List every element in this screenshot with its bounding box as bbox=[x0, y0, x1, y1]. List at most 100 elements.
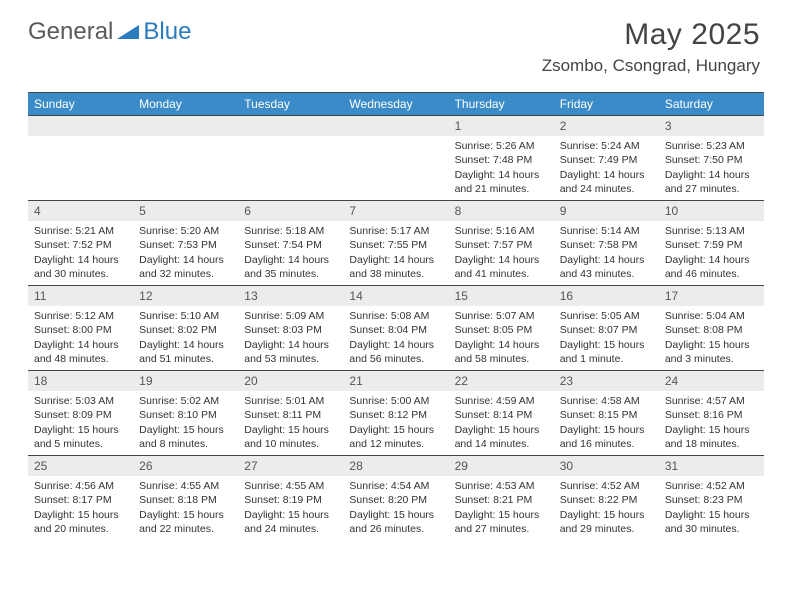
logo-text-1: General bbox=[28, 18, 113, 46]
sunset-line: Sunset: 7:49 PM bbox=[560, 153, 653, 167]
day-body: Sunrise: 5:26 AMSunset: 7:48 PMDaylight:… bbox=[449, 136, 554, 200]
sunset-line: Sunset: 8:23 PM bbox=[665, 493, 758, 507]
sunset-line: Sunset: 7:52 PM bbox=[34, 238, 127, 252]
day-number: 22 bbox=[449, 371, 554, 391]
day-body: Sunrise: 5:00 AMSunset: 8:12 PMDaylight:… bbox=[343, 391, 448, 455]
sunrise-line: Sunrise: 5:04 AM bbox=[665, 309, 758, 323]
sunset-line: Sunset: 8:19 PM bbox=[244, 493, 337, 507]
sunrise-line: Sunrise: 4:52 AM bbox=[665, 479, 758, 493]
daylight-line: Daylight: 14 hours and 51 minutes. bbox=[139, 338, 232, 366]
day-cell: 22Sunrise: 4:59 AMSunset: 8:14 PMDayligh… bbox=[449, 371, 554, 455]
day-number: 13 bbox=[238, 286, 343, 306]
day-cell: 14Sunrise: 5:08 AMSunset: 8:04 PMDayligh… bbox=[343, 286, 448, 370]
sunrise-line: Sunrise: 4:55 AM bbox=[139, 479, 232, 493]
day-cell: 29Sunrise: 4:53 AMSunset: 8:21 PMDayligh… bbox=[449, 456, 554, 540]
daylight-line: Daylight: 15 hours and 20 minutes. bbox=[34, 508, 127, 536]
weekday-header-cell: Thursday bbox=[449, 93, 554, 115]
day-body: Sunrise: 5:10 AMSunset: 8:02 PMDaylight:… bbox=[133, 306, 238, 370]
sunrise-line: Sunrise: 5:23 AM bbox=[665, 139, 758, 153]
sunset-line: Sunset: 8:20 PM bbox=[349, 493, 442, 507]
daylight-line: Daylight: 15 hours and 16 minutes. bbox=[560, 423, 653, 451]
day-cell: 25Sunrise: 4:56 AMSunset: 8:17 PMDayligh… bbox=[28, 456, 133, 540]
sunrise-line: Sunrise: 4:59 AM bbox=[455, 394, 548, 408]
logo: General Blue bbox=[28, 18, 191, 46]
sunrise-line: Sunrise: 4:56 AM bbox=[34, 479, 127, 493]
sunrise-line: Sunrise: 4:58 AM bbox=[560, 394, 653, 408]
day-body: Sunrise: 5:14 AMSunset: 7:58 PMDaylight:… bbox=[554, 221, 659, 285]
sunrise-line: Sunrise: 4:55 AM bbox=[244, 479, 337, 493]
day-cell: 16Sunrise: 5:05 AMSunset: 8:07 PMDayligh… bbox=[554, 286, 659, 370]
daylight-line: Daylight: 14 hours and 53 minutes. bbox=[244, 338, 337, 366]
week-row: 1Sunrise: 5:26 AMSunset: 7:48 PMDaylight… bbox=[28, 115, 764, 200]
sunrise-line: Sunrise: 5:08 AM bbox=[349, 309, 442, 323]
day-number: 11 bbox=[28, 286, 133, 306]
day-number: 9 bbox=[554, 201, 659, 221]
day-body: Sunrise: 4:59 AMSunset: 8:14 PMDaylight:… bbox=[449, 391, 554, 455]
weekday-header-cell: Saturday bbox=[659, 93, 764, 115]
day-cell: 21Sunrise: 5:00 AMSunset: 8:12 PMDayligh… bbox=[343, 371, 448, 455]
header: General Blue May 2025 Zsombo, Csongrad, … bbox=[0, 0, 792, 84]
day-cell: 4Sunrise: 5:21 AMSunset: 7:52 PMDaylight… bbox=[28, 201, 133, 285]
day-cell: 11Sunrise: 5:12 AMSunset: 8:00 PMDayligh… bbox=[28, 286, 133, 370]
day-number: 26 bbox=[133, 456, 238, 476]
logo-text-2: Blue bbox=[143, 18, 191, 46]
day-cell: 3Sunrise: 5:23 AMSunset: 7:50 PMDaylight… bbox=[659, 116, 764, 200]
sunrise-line: Sunrise: 4:57 AM bbox=[665, 394, 758, 408]
day-number: 3 bbox=[659, 116, 764, 136]
weekday-header-cell: Sunday bbox=[28, 93, 133, 115]
day-body: Sunrise: 4:56 AMSunset: 8:17 PMDaylight:… bbox=[28, 476, 133, 540]
day-number: 12 bbox=[133, 286, 238, 306]
day-number: 8 bbox=[449, 201, 554, 221]
sunrise-line: Sunrise: 5:09 AM bbox=[244, 309, 337, 323]
sunrise-line: Sunrise: 5:12 AM bbox=[34, 309, 127, 323]
daylight-line: Daylight: 15 hours and 18 minutes. bbox=[665, 423, 758, 451]
day-number: 21 bbox=[343, 371, 448, 391]
day-cell: 7Sunrise: 5:17 AMSunset: 7:55 PMDaylight… bbox=[343, 201, 448, 285]
daylight-line: Daylight: 15 hours and 24 minutes. bbox=[244, 508, 337, 536]
day-body: Sunrise: 4:55 AMSunset: 8:18 PMDaylight:… bbox=[133, 476, 238, 540]
day-body: Sunrise: 5:12 AMSunset: 8:00 PMDaylight:… bbox=[28, 306, 133, 370]
sunset-line: Sunset: 8:03 PM bbox=[244, 323, 337, 337]
sunrise-line: Sunrise: 5:00 AM bbox=[349, 394, 442, 408]
day-number: 1 bbox=[449, 116, 554, 136]
day-number: 14 bbox=[343, 286, 448, 306]
sunrise-line: Sunrise: 4:54 AM bbox=[349, 479, 442, 493]
sunrise-line: Sunrise: 5:17 AM bbox=[349, 224, 442, 238]
day-cell: 2Sunrise: 5:24 AMSunset: 7:49 PMDaylight… bbox=[554, 116, 659, 200]
week-row: 18Sunrise: 5:03 AMSunset: 8:09 PMDayligh… bbox=[28, 370, 764, 455]
weekday-header-cell: Tuesday bbox=[238, 93, 343, 115]
sunset-line: Sunset: 8:00 PM bbox=[34, 323, 127, 337]
day-number: 27 bbox=[238, 456, 343, 476]
day-number: 4 bbox=[28, 201, 133, 221]
day-body: Sunrise: 5:03 AMSunset: 8:09 PMDaylight:… bbox=[28, 391, 133, 455]
day-number: 2 bbox=[554, 116, 659, 136]
daylight-line: Daylight: 15 hours and 29 minutes. bbox=[560, 508, 653, 536]
week-row: 25Sunrise: 4:56 AMSunset: 8:17 PMDayligh… bbox=[28, 455, 764, 540]
day-cell: 8Sunrise: 5:16 AMSunset: 7:57 PMDaylight… bbox=[449, 201, 554, 285]
page-title: May 2025 bbox=[542, 18, 760, 52]
day-cell: 5Sunrise: 5:20 AMSunset: 7:53 PMDaylight… bbox=[133, 201, 238, 285]
sunrise-line: Sunrise: 4:53 AM bbox=[455, 479, 548, 493]
sunset-line: Sunset: 7:48 PM bbox=[455, 153, 548, 167]
day-body: Sunrise: 5:21 AMSunset: 7:52 PMDaylight:… bbox=[28, 221, 133, 285]
sunset-line: Sunset: 8:18 PM bbox=[139, 493, 232, 507]
sunset-line: Sunset: 8:09 PM bbox=[34, 408, 127, 422]
day-body: Sunrise: 5:08 AMSunset: 8:04 PMDaylight:… bbox=[343, 306, 448, 370]
daylight-line: Daylight: 14 hours and 58 minutes. bbox=[455, 338, 548, 366]
daylight-line: Daylight: 14 hours and 21 minutes. bbox=[455, 168, 548, 196]
day-number: 18 bbox=[28, 371, 133, 391]
sunrise-line: Sunrise: 5:07 AM bbox=[455, 309, 548, 323]
sunset-line: Sunset: 7:58 PM bbox=[560, 238, 653, 252]
daylight-line: Daylight: 15 hours and 14 minutes. bbox=[455, 423, 548, 451]
sunset-line: Sunset: 7:54 PM bbox=[244, 238, 337, 252]
day-body: Sunrise: 4:58 AMSunset: 8:15 PMDaylight:… bbox=[554, 391, 659, 455]
day-body: Sunrise: 5:17 AMSunset: 7:55 PMDaylight:… bbox=[343, 221, 448, 285]
day-body: Sunrise: 4:52 AMSunset: 8:22 PMDaylight:… bbox=[554, 476, 659, 540]
day-cell: 1Sunrise: 5:26 AMSunset: 7:48 PMDaylight… bbox=[449, 116, 554, 200]
daylight-line: Daylight: 15 hours and 1 minute. bbox=[560, 338, 653, 366]
sunrise-line: Sunrise: 5:05 AM bbox=[560, 309, 653, 323]
sunrise-line: Sunrise: 4:52 AM bbox=[560, 479, 653, 493]
sunset-line: Sunset: 8:04 PM bbox=[349, 323, 442, 337]
sunrise-line: Sunrise: 5:10 AM bbox=[139, 309, 232, 323]
day-cell: 19Sunrise: 5:02 AMSunset: 8:10 PMDayligh… bbox=[133, 371, 238, 455]
